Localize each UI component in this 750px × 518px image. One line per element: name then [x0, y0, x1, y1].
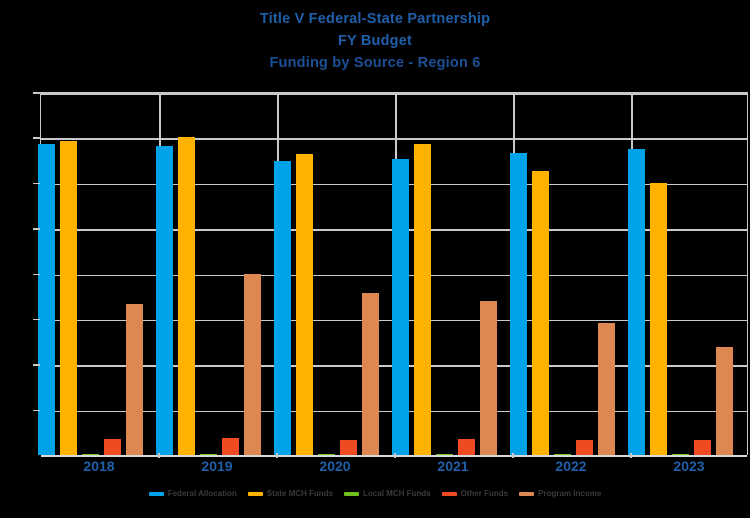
y-axis-tick-mark: [33, 273, 40, 275]
gridline-80: [41, 93, 747, 95]
x-axis-labels: 2018 2019 2020 2021 2022 2023: [40, 453, 748, 480]
legend-swatch-icon: [148, 491, 164, 496]
y-axis-tick-mark: [33, 228, 40, 230]
bar[interactable]: [553, 453, 571, 455]
legend-item[interactable]: Local MCH Funds: [344, 489, 431, 498]
bar[interactable]: [177, 137, 195, 455]
x-axis-label-2018: 2018: [83, 458, 115, 474]
bar[interactable]: [199, 453, 217, 455]
y-axis-tick-mark: [33, 92, 40, 94]
bar[interactable]: [575, 439, 593, 455]
legend-item[interactable]: Federal Allocation: [148, 489, 237, 498]
gridline-70: [41, 138, 747, 140]
bar[interactable]: [435, 453, 453, 455]
bar[interactable]: [457, 438, 475, 455]
bar[interactable]: [59, 140, 77, 455]
y-axis-tick-mark: [33, 364, 40, 366]
chart-legend: Federal Allocation State MCH Funds Local M…: [0, 489, 750, 498]
chart-title: Title V Federal-State Partnership FY Bud…: [0, 8, 750, 74]
bar[interactable]: [81, 453, 99, 455]
y-axis-tick-mark: [33, 182, 40, 185]
x-axis-tick-mark: [158, 453, 160, 458]
x-axis-tick-mark: [512, 453, 514, 458]
legend-label: Federal Allocation: [167, 489, 237, 498]
bar-group-2022: [509, 93, 615, 455]
bar[interactable]: [531, 171, 549, 455]
legend-item[interactable]: State MCH Funds: [247, 489, 334, 498]
bar[interactable]: [391, 158, 409, 455]
bar[interactable]: [103, 439, 121, 455]
bar[interactable]: [627, 149, 645, 455]
plot-wrapper: $80M$70M$60M$50M$40M$30M$20M$10M: [33, 92, 748, 457]
x-axis-tick-mark: [276, 453, 278, 458]
x-axis-label-2022: 2022: [555, 458, 587, 474]
bar[interactable]: [597, 322, 615, 455]
legend-item[interactable]: Program Income: [519, 489, 601, 498]
legend-swatch-icon: [519, 491, 535, 496]
y-axis-tick-mark: [33, 409, 40, 412]
x-axis-label-2021: 2021: [437, 458, 469, 474]
bar-group-2020: [273, 93, 379, 455]
bar-group-2023: [627, 93, 733, 455]
chart-title-line-3: Funding by Source - Region 6: [269, 55, 481, 71]
bar[interactable]: [361, 292, 379, 455]
bar[interactable]: [479, 300, 497, 455]
chart-title-line-1: Title V Federal-State Partnership: [259, 11, 491, 27]
bar-group-2021: [391, 93, 497, 455]
legend-swatch-icon: [441, 491, 457, 496]
x-axis-tick-mark: [394, 453, 396, 458]
chart-title-line-2: FY Budget: [337, 33, 413, 49]
bar[interactable]: [295, 154, 313, 455]
plot-area: [37, 92, 748, 457]
x-axis-tick-mark: [630, 453, 632, 458]
bar[interactable]: [243, 274, 261, 455]
bar[interactable]: [413, 144, 431, 455]
bar[interactable]: [509, 153, 527, 455]
bar-group-2018: [37, 93, 143, 455]
bar[interactable]: [339, 440, 357, 455]
legend-label: Other Funds: [460, 489, 509, 498]
bars-layer: [37, 93, 747, 455]
bar[interactable]: [693, 439, 711, 455]
bar[interactable]: [37, 144, 55, 455]
bar[interactable]: [671, 453, 689, 455]
bar[interactable]: [125, 304, 143, 455]
legend-label: Local MCH Funds: [363, 489, 431, 498]
x-axis-label-2023: 2023: [673, 458, 705, 474]
bar[interactable]: [273, 160, 291, 455]
legend-label: Program Income: [538, 489, 602, 498]
x-axis-label-2020: 2020: [319, 458, 351, 474]
legend-item[interactable]: Other Funds: [441, 489, 509, 498]
bar[interactable]: [649, 182, 667, 455]
legend-swatch-icon: [247, 491, 263, 496]
y-axis-tick-mark: [33, 318, 40, 321]
bar[interactable]: [155, 145, 173, 455]
legend-label: State MCH Funds: [266, 489, 334, 498]
legend-swatch-icon: [344, 491, 360, 496]
bar[interactable]: [221, 437, 239, 455]
bar[interactable]: [317, 453, 335, 455]
bar[interactable]: [715, 347, 733, 455]
x-axis-label-2019: 2019: [201, 458, 233, 474]
bar-group-2019: [155, 93, 261, 455]
y-axis-tick-mark: [33, 137, 40, 139]
